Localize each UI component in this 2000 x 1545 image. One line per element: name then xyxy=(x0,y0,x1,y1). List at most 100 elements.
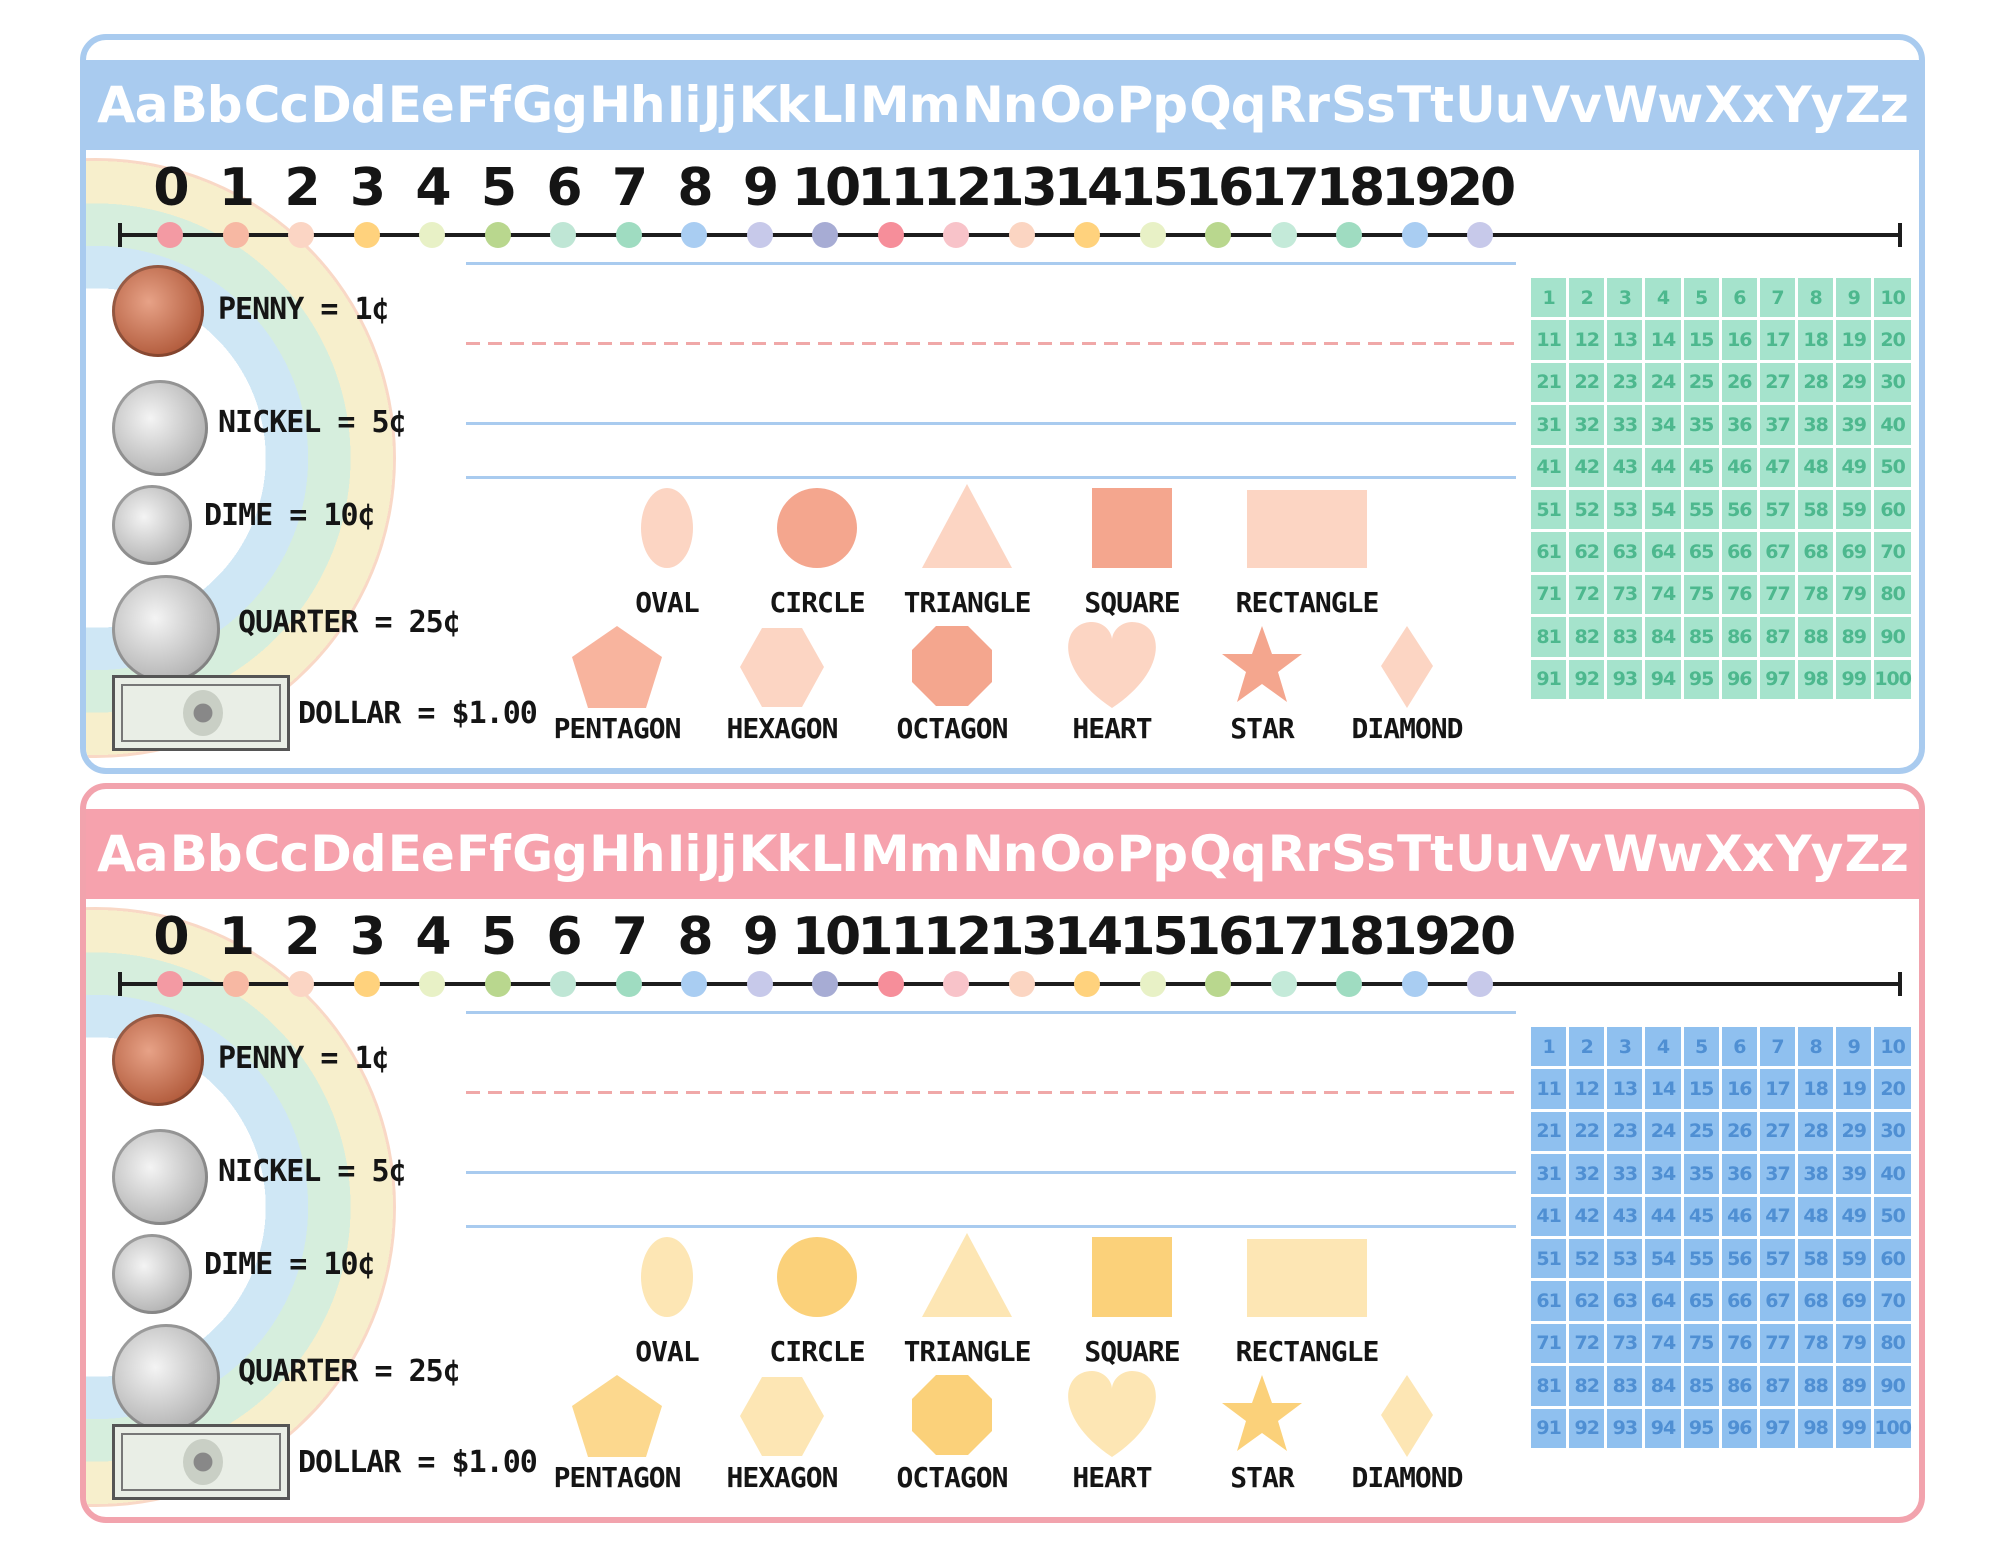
hundreds-cell: 94 xyxy=(1645,659,1681,699)
hundreds-cell: 61 xyxy=(1531,532,1567,572)
alphabet-letter: Nn xyxy=(961,825,1038,883)
hundreds-cell: 18 xyxy=(1798,320,1834,360)
number-dot xyxy=(615,971,642,997)
hundreds-cell: 51 xyxy=(1531,490,1567,530)
hundreds-cell: 1 xyxy=(1531,1027,1567,1067)
hundreds-cell: 23 xyxy=(1607,362,1643,403)
writing-line-dashed xyxy=(466,1091,1516,1094)
number-label: 11 xyxy=(857,158,926,218)
dollar-label: DOLLAR = $1.00 xyxy=(298,1445,538,1480)
hundreds-cell: 57 xyxy=(1759,1239,1796,1279)
dime-label: DIME = 10¢ xyxy=(204,1247,376,1282)
hundreds-cell: 3 xyxy=(1607,1027,1643,1067)
hundreds-cell: 92 xyxy=(1569,659,1605,699)
alphabet-letter: Aa xyxy=(97,825,168,883)
hundreds-cell: 82 xyxy=(1569,1366,1605,1406)
hundreds-cell: 4 xyxy=(1645,278,1681,318)
hundreds-cell: 15 xyxy=(1683,320,1719,360)
number-dot xyxy=(1074,971,1100,997)
hundreds-cell: 89 xyxy=(1836,617,1872,657)
hundreds-cell: 35 xyxy=(1683,405,1719,445)
diamond-icon xyxy=(1381,1375,1433,1457)
alphabet-letter: Hh xyxy=(589,825,665,883)
heart-label: HEART xyxy=(1072,1461,1152,1494)
hundreds-cell: 21 xyxy=(1531,362,1567,403)
hundreds-cell: 21 xyxy=(1531,1111,1567,1152)
hundreds-cell: 44 xyxy=(1645,447,1681,487)
triangle-icon xyxy=(922,484,1012,568)
hundreds-cell: 16 xyxy=(1721,320,1757,360)
number-label: 1 xyxy=(218,158,255,218)
alphabet-letter: Cc xyxy=(243,76,309,134)
hundreds-cell: 98 xyxy=(1798,1408,1834,1448)
heart-icon xyxy=(1068,1371,1156,1457)
hundreds-cell: 26 xyxy=(1721,1111,1757,1152)
hundreds-chart: 1 2 3 4 5 6 7 8 9 10 11 12 13 14 15 16 17 18 19 20 21 22 23 24 2… xyxy=(1531,278,1912,699)
hundreds-cell: 4 xyxy=(1645,1027,1681,1067)
number-label: 0 xyxy=(153,907,189,967)
diamond-label: DIAMOND xyxy=(1351,712,1463,745)
writing-line-base xyxy=(466,1171,1516,1174)
alphabet-letter: Tt xyxy=(1396,825,1454,883)
hundreds-cell: 84 xyxy=(1645,1366,1681,1406)
hundreds-cell: 47 xyxy=(1759,1196,1796,1236)
number-dot xyxy=(1336,222,1362,248)
hundreds-cell: 19 xyxy=(1836,1069,1872,1109)
penny-icon xyxy=(112,265,204,357)
hundreds-cell: 55 xyxy=(1683,1239,1719,1279)
number-dot xyxy=(1205,971,1231,997)
number-dot xyxy=(1139,222,1166,248)
number-dot xyxy=(1205,222,1231,248)
number-label: 10 xyxy=(791,158,861,218)
alphabet-letter: Bb xyxy=(169,825,243,883)
number-dot xyxy=(222,971,249,997)
number-label: 7 xyxy=(611,158,648,218)
rectangle-label: RECTANGLE xyxy=(1235,586,1380,619)
alphabet-letter: Uu xyxy=(1455,76,1530,134)
hundreds-cell: 100 xyxy=(1874,659,1912,699)
number-label: 5 xyxy=(480,907,517,967)
hundreds-cell: 70 xyxy=(1874,532,1911,572)
quarter-icon xyxy=(112,575,220,683)
rectangle-label: RECTANGLE xyxy=(1235,1335,1380,1368)
hundreds-cell: 11 xyxy=(1531,1069,1567,1109)
number-label: 12 xyxy=(922,158,992,218)
alphabet-letter: Nn xyxy=(961,76,1038,134)
penny-label: PENNY = 1¢ xyxy=(218,1041,390,1076)
hundreds-cell: 72 xyxy=(1569,1323,1605,1364)
hundreds-cell: 5 xyxy=(1683,1027,1719,1067)
hundreds-cell: 25 xyxy=(1683,1111,1719,1152)
hundreds-cell: 2 xyxy=(1569,1027,1605,1067)
hundreds-cell: 18 xyxy=(1798,1069,1834,1109)
alphabet-letter: Jj xyxy=(702,76,738,134)
number-dot xyxy=(1467,971,1493,997)
triangle-label: TRIANGLE xyxy=(903,586,1032,619)
hundreds-cell: 91 xyxy=(1531,1408,1567,1448)
hundreds-cell: 96 xyxy=(1721,1408,1757,1448)
hundreds-cell: 76 xyxy=(1721,574,1757,615)
alphabet-letter: Gg xyxy=(512,76,588,134)
hundreds-cell: 58 xyxy=(1798,1239,1834,1279)
dime-icon xyxy=(112,485,192,565)
hundreds-cell: 83 xyxy=(1607,617,1643,657)
hundreds-cell: 34 xyxy=(1645,1154,1681,1194)
number-label: 9 xyxy=(742,158,779,218)
alphabet-letter: Aa xyxy=(97,76,168,134)
quarter-label: QUARTER = 25¢ xyxy=(238,605,461,640)
writing-line-dashed xyxy=(466,342,1516,345)
hundreds-cell: 41 xyxy=(1531,1196,1567,1236)
hundreds-cell: 79 xyxy=(1836,1323,1872,1364)
alphabet-letter: Yy xyxy=(1775,76,1844,134)
alphabet-letter: Kk xyxy=(738,76,810,134)
dollar-label: DOLLAR = $1.00 xyxy=(298,696,538,731)
number-line-labels: 0 1 2 3 4 5 6 7 8 9 10 11 12 13 14 15 16 17 18 19 20 xyxy=(122,158,1904,228)
alphabet-letter: Pp xyxy=(1116,825,1188,883)
nickel-icon xyxy=(112,380,208,476)
number-dot xyxy=(550,222,576,248)
hundreds-cell: 48 xyxy=(1798,447,1834,487)
hundreds-cell: 56 xyxy=(1721,1239,1757,1279)
hundreds-cell: 64 xyxy=(1645,532,1681,572)
number-dot xyxy=(812,971,838,997)
rectangle-icon xyxy=(1247,490,1367,568)
square-icon xyxy=(1092,1237,1172,1317)
